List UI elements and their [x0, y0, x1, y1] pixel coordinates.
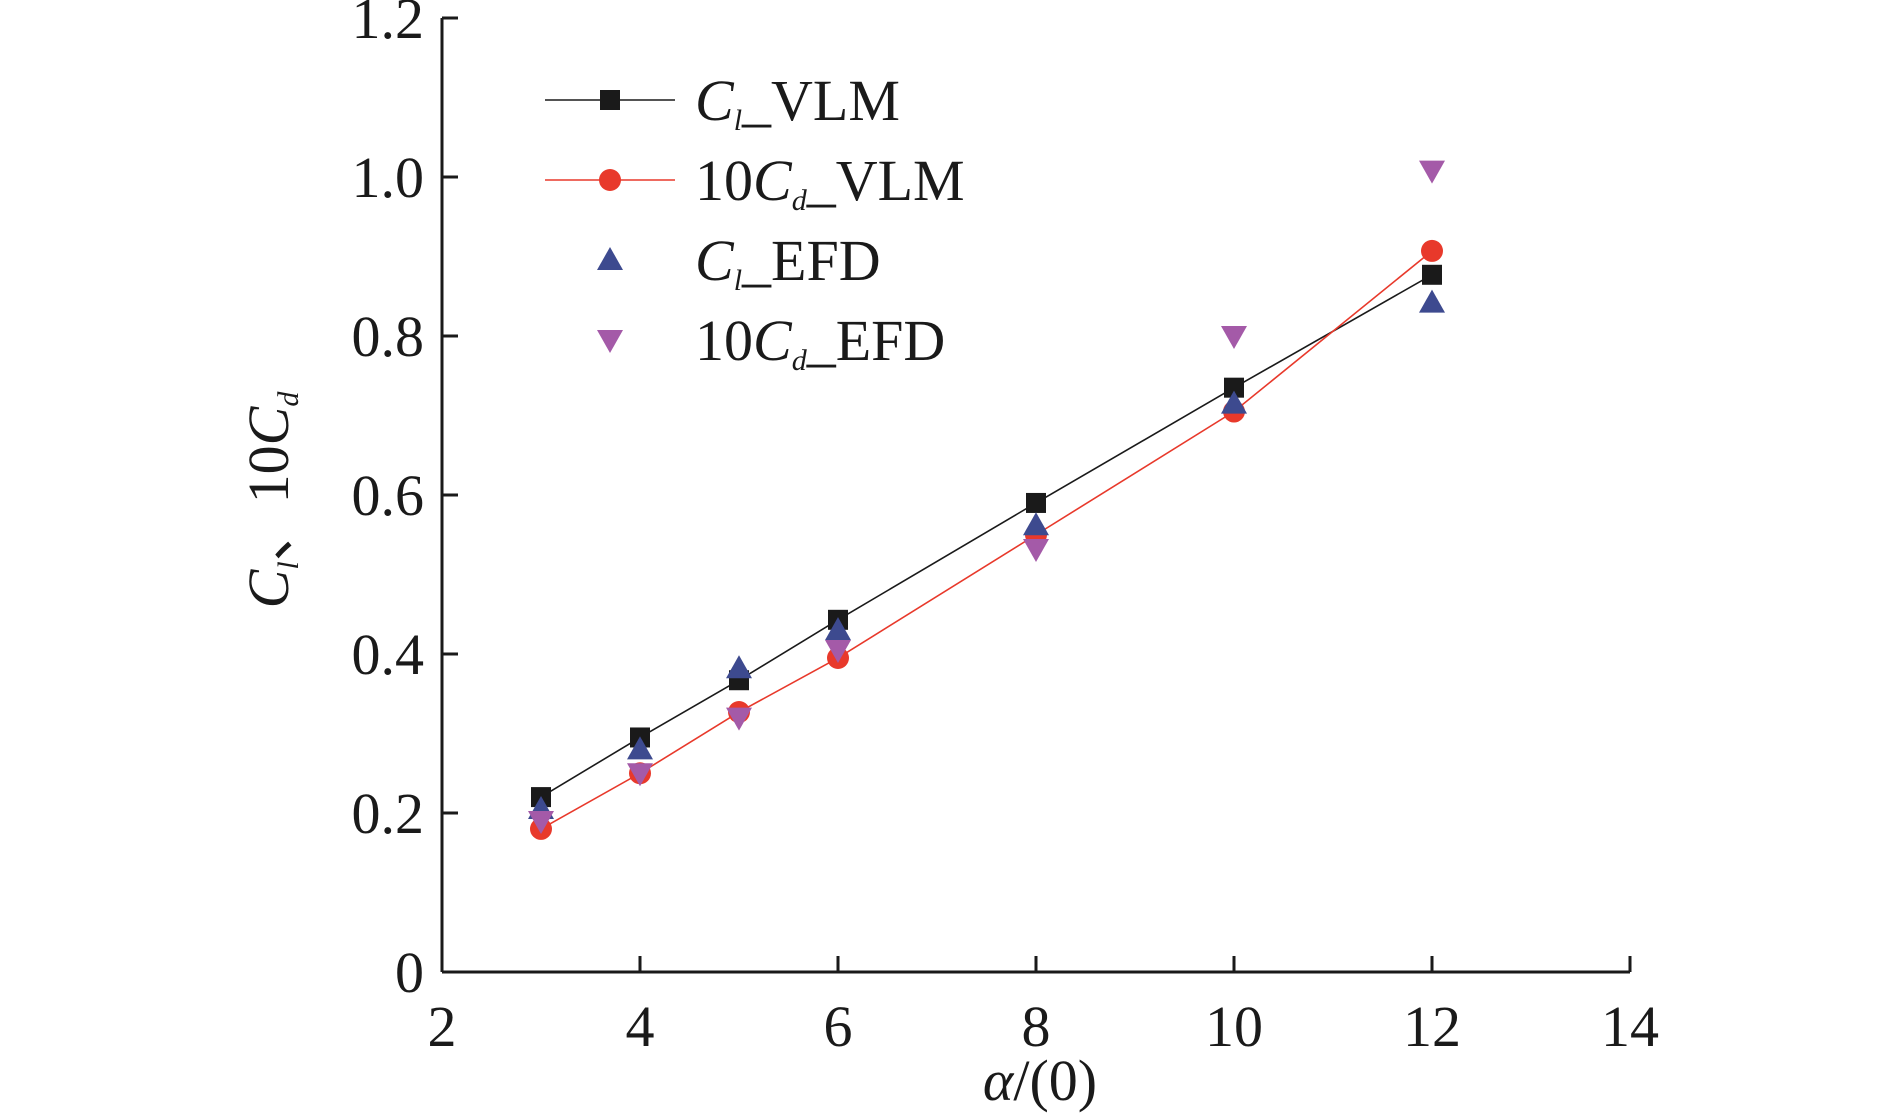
data-point [825, 640, 851, 664]
y-axis-title-c1: C [236, 568, 301, 608]
legend-item: Cl_EFD [597, 228, 881, 297]
legend-item: Cl_VLM [545, 68, 900, 137]
legend-label: 10Cd_EFD [695, 308, 945, 377]
y-tick-label: 0.4 [352, 622, 425, 687]
data-point [1419, 160, 1445, 184]
x-tick-label: 14 [1601, 994, 1659, 1059]
data-point [1221, 326, 1247, 349]
y-tick-label: 0 [395, 940, 424, 1005]
legend-label: Cl_VLM [695, 68, 900, 137]
data-point [1422, 264, 1442, 285]
y-axis-title-mid: 、10 [236, 445, 301, 561]
data-point [726, 655, 752, 679]
x-axis-title: α/(0) [983, 1048, 1097, 1113]
y-axis-title-s2: d [272, 391, 305, 407]
legend-marker [600, 90, 620, 110]
legend-marker [597, 330, 623, 353]
x-tick-label: 6 [824, 994, 853, 1059]
axes: 2 4 6 8 10 12 14 0 0.2 0.4 0.6 0.8 1.0 1.2 [352, 0, 1660, 1059]
x-axis-title-symbol: α [983, 1048, 1015, 1113]
y-axis-title-s1: l [272, 561, 305, 569]
y-tick-label: 0.2 [352, 781, 425, 846]
y-tick-label: 0.6 [352, 463, 425, 528]
data-point [1026, 492, 1046, 513]
legend-label: 10Cd_VLM [695, 148, 965, 217]
data-point [1419, 289, 1445, 313]
data-point [825, 617, 851, 641]
legend-item: 10Cd_VLM [545, 148, 965, 217]
data-point [528, 810, 554, 834]
y-tick-label: 1.0 [352, 145, 425, 210]
series-layer [528, 160, 1445, 840]
y-axis-title: Cl、10Cd [236, 391, 305, 609]
series-line [540, 250, 1433, 830]
series-line [540, 274, 1433, 798]
legend-marker [597, 247, 623, 270]
data-point [1023, 539, 1049, 563]
x-tick-label: 4 [626, 994, 655, 1059]
legend-marker [599, 169, 621, 191]
series-Cl_VLM [531, 264, 1442, 808]
data-point [1023, 512, 1049, 536]
y-axis-title-c2: C [236, 405, 301, 445]
data-point [1221, 390, 1247, 414]
y-tick-label: 1.2 [352, 0, 425, 51]
series-10Cd_EFD [528, 160, 1445, 834]
x-tick-label: 12 [1403, 994, 1461, 1059]
legend: Cl_VLM 10Cd_VLM Cl_EFD 10Cd_EFD [545, 68, 965, 377]
series-Cl_EFD [528, 289, 1445, 820]
x-tick-label: 2 [428, 994, 457, 1059]
data-point [1224, 377, 1244, 398]
legend-item: 10Cd_EFD [597, 308, 945, 377]
data-point [627, 763, 653, 787]
series-10Cd_VLM [530, 239, 1443, 840]
data-point [627, 736, 653, 760]
x-axis-title-rest: /(0) [1013, 1048, 1097, 1113]
y-tick-label: 0.8 [352, 304, 425, 369]
data-point [1421, 239, 1443, 262]
x-tick-label: 8 [1022, 994, 1051, 1059]
x-tick-label: 10 [1205, 994, 1263, 1059]
data-point [726, 707, 752, 731]
legend-label: Cl_EFD [695, 228, 881, 297]
